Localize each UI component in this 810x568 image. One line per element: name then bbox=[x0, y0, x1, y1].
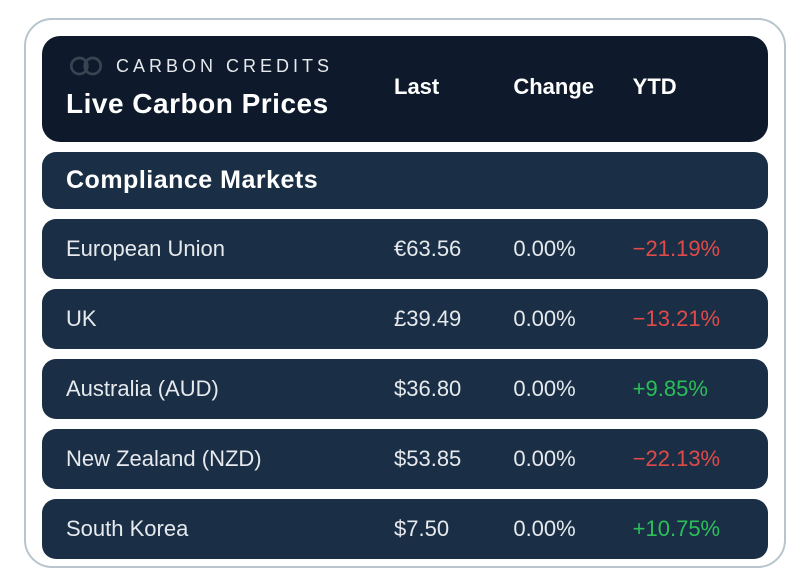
change-pct: 0.00% bbox=[505, 516, 624, 542]
col-header-change: Change bbox=[505, 74, 624, 100]
table-row[interactable]: South Korea$7.500.00%+10.75% bbox=[42, 499, 768, 559]
change-pct: 0.00% bbox=[505, 446, 624, 472]
market-name: UK bbox=[66, 306, 386, 332]
market-name: European Union bbox=[66, 236, 386, 262]
market-name: South Korea bbox=[66, 516, 386, 542]
ytd-pct: +10.75% bbox=[625, 516, 744, 542]
table-row[interactable]: Australia (AUD)$36.800.00%+9.85% bbox=[42, 359, 768, 419]
price-rows-container: European Union€63.560.00%−21.19%UK£39.49… bbox=[42, 219, 768, 568]
last-price: €63.56 bbox=[386, 236, 505, 262]
ytd-pct: +9.85% bbox=[625, 376, 744, 402]
change-pct: 0.00% bbox=[505, 376, 624, 402]
brand-name: CARBON CREDITS bbox=[116, 56, 333, 77]
last-price: $36.80 bbox=[386, 376, 505, 402]
table-row[interactable]: European Union€63.560.00%−21.19% bbox=[42, 219, 768, 279]
market-name: Australia (AUD) bbox=[66, 376, 386, 402]
last-price: £39.49 bbox=[386, 306, 505, 332]
header-title-block: CARBON CREDITS Live Carbon Prices bbox=[66, 54, 386, 120]
column-headers: Last Change YTD bbox=[386, 74, 744, 100]
last-price: $7.50 bbox=[386, 516, 505, 542]
last-price: $53.85 bbox=[386, 446, 505, 472]
widget-header: CARBON CREDITS Live Carbon Prices Last C… bbox=[42, 36, 768, 142]
ytd-pct: −22.13% bbox=[625, 446, 744, 472]
table-row[interactable]: New Zealand (NZD)$53.850.00%−22.13% bbox=[42, 429, 768, 489]
change-pct: 0.00% bbox=[505, 306, 624, 332]
brand-logo-icon bbox=[66, 54, 106, 78]
market-name: New Zealand (NZD) bbox=[66, 446, 386, 472]
ytd-pct: −13.21% bbox=[625, 306, 744, 332]
section-header-compliance: Compliance Markets bbox=[42, 152, 768, 209]
ytd-pct: −21.19% bbox=[625, 236, 744, 262]
col-header-last: Last bbox=[386, 74, 505, 100]
widget-title: Live Carbon Prices bbox=[66, 88, 386, 120]
prices-widget: CARBON CREDITS Live Carbon Prices Last C… bbox=[24, 18, 786, 568]
col-header-ytd: YTD bbox=[625, 74, 744, 100]
table-row[interactable]: UK£39.490.00%−13.21% bbox=[42, 289, 768, 349]
brand-row: CARBON CREDITS bbox=[66, 54, 386, 78]
change-pct: 0.00% bbox=[505, 236, 624, 262]
